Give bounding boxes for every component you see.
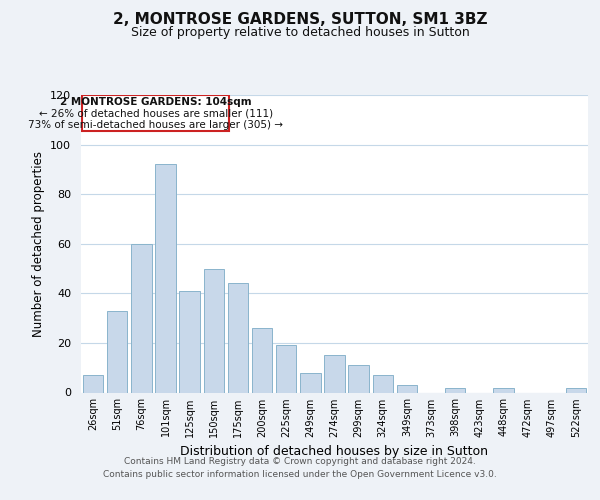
Bar <box>203 268 224 392</box>
Bar <box>252 328 272 392</box>
Bar <box>276 346 296 393</box>
Bar <box>324 356 345 393</box>
Bar <box>227 284 248 393</box>
Bar <box>397 385 417 392</box>
Bar <box>155 164 176 392</box>
Bar <box>373 375 393 392</box>
Text: 2, MONTROSE GARDENS, SUTTON, SM1 3BZ: 2, MONTROSE GARDENS, SUTTON, SM1 3BZ <box>113 12 487 28</box>
Bar <box>445 388 466 392</box>
Text: 73% of semi-detached houses are larger (305) →: 73% of semi-detached houses are larger (… <box>28 120 283 130</box>
Bar <box>83 375 103 392</box>
Text: Size of property relative to detached houses in Sutton: Size of property relative to detached ho… <box>131 26 469 39</box>
Bar <box>131 244 152 392</box>
FancyBboxPatch shape <box>82 95 229 131</box>
Bar <box>300 372 320 392</box>
Bar <box>107 310 127 392</box>
Bar <box>179 291 200 392</box>
Text: Contains public sector information licensed under the Open Government Licence v3: Contains public sector information licen… <box>103 470 497 479</box>
Text: Contains HM Land Registry data © Crown copyright and database right 2024.: Contains HM Land Registry data © Crown c… <box>124 458 476 466</box>
Bar <box>566 388 586 392</box>
Bar <box>493 388 514 392</box>
Y-axis label: Number of detached properties: Number of detached properties <box>32 151 44 337</box>
X-axis label: Distribution of detached houses by size in Sutton: Distribution of detached houses by size … <box>181 445 488 458</box>
Bar <box>349 365 369 392</box>
Text: 2 MONTROSE GARDENS: 104sqm: 2 MONTROSE GARDENS: 104sqm <box>60 98 251 108</box>
Text: ← 26% of detached houses are smaller (111): ← 26% of detached houses are smaller (11… <box>38 108 272 118</box>
